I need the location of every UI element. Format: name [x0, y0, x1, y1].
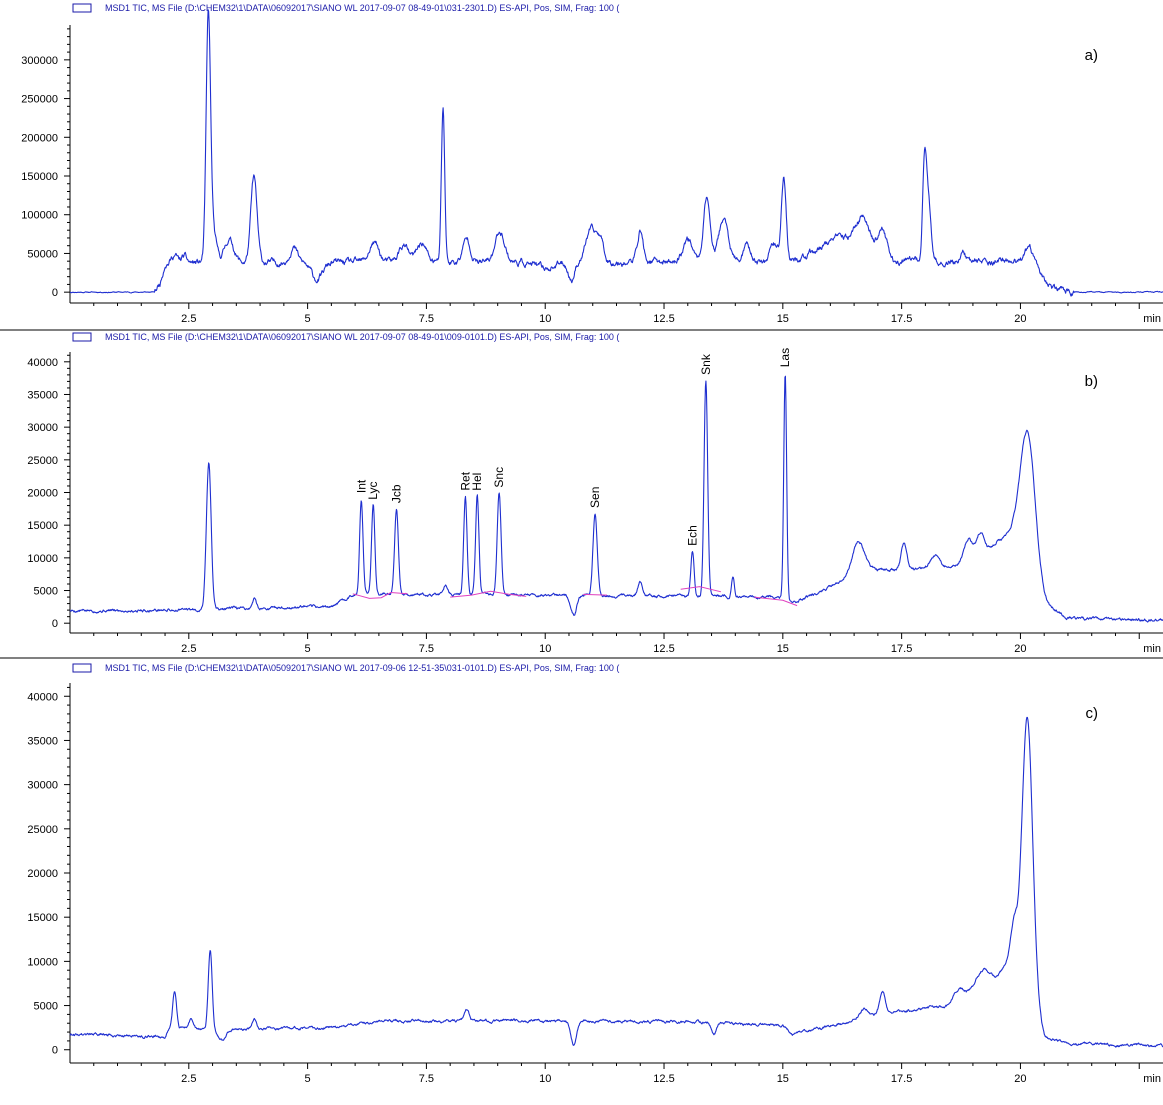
- y-tick-label: 5000: [34, 1001, 58, 1013]
- y-tick-label: 0: [52, 618, 58, 630]
- x-tick-label: 20: [1014, 1073, 1026, 1085]
- x-tick-label: 7.5: [419, 1073, 434, 1085]
- y-tick-label: 0: [52, 1045, 58, 1057]
- x-tick-label: 2.5: [181, 313, 196, 325]
- x-tick-label: 17.5: [891, 1073, 912, 1085]
- x-tick-label: 7.5: [419, 643, 434, 655]
- x-tick-label: 2.5: [181, 643, 196, 655]
- integration-baseline: [450, 590, 527, 598]
- y-tick-label: 25000: [27, 824, 58, 836]
- y-tick-label: 30000: [27, 422, 58, 434]
- integration-baseline: [583, 593, 608, 596]
- panel-label: c): [1086, 705, 1099, 722]
- peak-label: Snc: [492, 467, 506, 488]
- trace-header: MSD1 TIC, MS File (D:\CHEM32\1\DATA\0609…: [105, 3, 619, 13]
- y-tick-label: 10000: [27, 956, 58, 968]
- y-tick-label: 40000: [27, 357, 58, 369]
- peak-label: Hel: [470, 473, 484, 491]
- y-tick-label: 20000: [27, 868, 58, 880]
- y-tick-label: 150000: [21, 171, 58, 183]
- y-tick-label: 300000: [21, 55, 58, 67]
- y-tick-label: 30000: [27, 780, 58, 792]
- y-tick-label: 35000: [27, 735, 58, 747]
- peak-label: Jcb: [389, 484, 403, 503]
- peak-label: Sen: [588, 487, 602, 508]
- legend-swatch: [72, 663, 92, 673]
- x-tick-label: 10: [539, 643, 551, 655]
- peak-label: Int: [354, 479, 368, 493]
- panel-label: a): [1085, 47, 1098, 64]
- tic-trace: [69, 9, 1163, 297]
- integration-baseline: [352, 591, 408, 599]
- y-tick-label: 25000: [27, 455, 58, 467]
- x-axis-label: min: [1143, 643, 1161, 655]
- peak-label: Ech: [686, 525, 700, 546]
- legend-swatch: [72, 332, 92, 342]
- tic-trace: [69, 716, 1163, 1048]
- x-tick-label: 12.5: [653, 1073, 674, 1085]
- peak-label: Las: [778, 348, 792, 367]
- y-tick-label: 0: [52, 287, 58, 299]
- x-tick-label: 15: [777, 1073, 789, 1085]
- x-tick-label: 7.5: [419, 313, 434, 325]
- chart-panel-1: MSD1 TIC, MS File (D:\CHEM32\1\DATA\0609…: [0, 3, 1163, 331]
- x-tick-label: 17.5: [891, 313, 912, 325]
- x-tick-label: 12.5: [653, 313, 674, 325]
- y-tick-label: 250000: [21, 94, 58, 106]
- x-tick-label: 17.5: [891, 643, 912, 655]
- peak-label: Ret: [458, 471, 472, 490]
- x-tick-label: 2.5: [181, 1073, 196, 1085]
- tic-trace: [69, 375, 1163, 623]
- x-tick-label: 5: [305, 1073, 311, 1085]
- x-tick-label: 15: [777, 313, 789, 325]
- y-tick-label: 100000: [21, 210, 58, 222]
- y-tick-label: 35000: [27, 389, 58, 401]
- trace-header: MSD1 TIC, MS File (D:\CHEM32\1\DATA\0509…: [105, 663, 619, 673]
- x-tick-label: 12.5: [653, 643, 674, 655]
- y-tick-label: 40000: [27, 691, 58, 703]
- x-tick-label: 15: [777, 643, 789, 655]
- x-axis-label: min: [1143, 313, 1161, 325]
- y-tick-label: 15000: [27, 520, 58, 532]
- integration-baseline: [680, 586, 722, 593]
- y-tick-label: 5000: [34, 586, 58, 598]
- x-tick-label: 5: [305, 313, 311, 325]
- y-tick-label: 20000: [27, 488, 58, 500]
- chart-panel-3: MSD1 TIC, MS File (D:\CHEM32\1\DATA\0509…: [27, 663, 1163, 1085]
- panel-label: b): [1085, 373, 1098, 390]
- x-tick-label: 20: [1014, 643, 1026, 655]
- x-tick-label: 5: [305, 643, 311, 655]
- y-tick-label: 10000: [27, 553, 58, 565]
- y-tick-label: 50000: [27, 248, 58, 260]
- x-tick-label: 10: [539, 1073, 551, 1085]
- peak-label: Lyc: [366, 481, 380, 499]
- x-axis-label: min: [1143, 1073, 1161, 1085]
- integration-baseline: [754, 596, 798, 607]
- peak-label: Snk: [699, 353, 713, 375]
- y-tick-label: 15000: [27, 912, 58, 924]
- legend-swatch: [72, 3, 92, 13]
- x-tick-label: 20: [1014, 313, 1026, 325]
- y-tick-label: 200000: [21, 132, 58, 144]
- x-tick-label: 10: [539, 313, 551, 325]
- trace-header: MSD1 TIC, MS File (D:\CHEM32\1\DATA\0609…: [105, 332, 619, 342]
- chart-panel-2: MSD1 TIC, MS File (D:\CHEM32\1\DATA\0609…: [0, 332, 1163, 659]
